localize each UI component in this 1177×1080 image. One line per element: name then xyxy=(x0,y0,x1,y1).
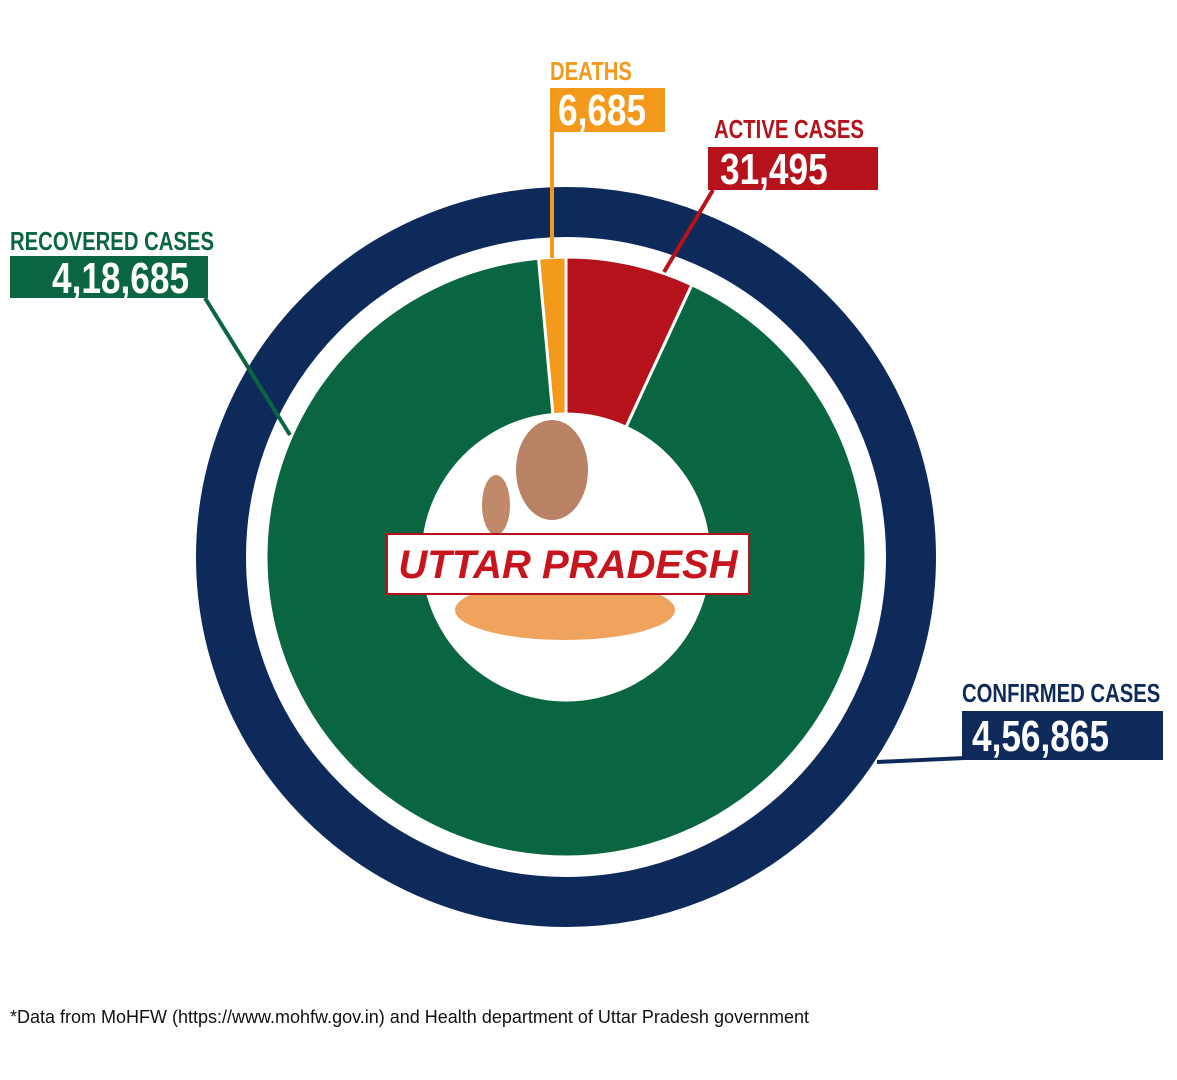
active-label: ACTIVE CASES xyxy=(714,114,864,144)
photo-head xyxy=(516,420,588,520)
state-title: UTTAR PRADESH xyxy=(398,543,738,587)
active-leader xyxy=(662,188,715,274)
active-value: 31,495 xyxy=(720,145,828,194)
chief-minister-photo xyxy=(455,420,675,640)
recovered-leader xyxy=(203,296,292,437)
confirmed-value: 4,56,865 xyxy=(972,712,1110,761)
deaths-value: 6,685 xyxy=(558,86,647,135)
footnote: *Data from MoHFW (https://www.mohfw.gov.… xyxy=(10,1007,809,1027)
confirmed-label: CONFIRMED CASES xyxy=(962,678,1161,708)
confirmed-leader xyxy=(876,756,966,764)
recovered-value-box: 4,18,685 xyxy=(10,254,208,303)
state-title-box: UTTAR PRADESH xyxy=(386,533,750,595)
confirmed-value-box: 4,56,865 xyxy=(962,711,1163,761)
recovered-label: RECOVERED CASES xyxy=(10,226,214,256)
recovered-slice xyxy=(264,256,868,859)
confirmed-ring xyxy=(196,187,936,927)
active-value-box: 31,495 xyxy=(708,145,878,194)
photo-shoulders xyxy=(455,580,675,640)
deaths-value-box: 6,685 xyxy=(550,86,665,135)
deaths-label: DEATHS xyxy=(550,56,632,86)
photo-hand xyxy=(482,475,510,535)
recovered-value: 4,18,685 xyxy=(52,254,190,303)
